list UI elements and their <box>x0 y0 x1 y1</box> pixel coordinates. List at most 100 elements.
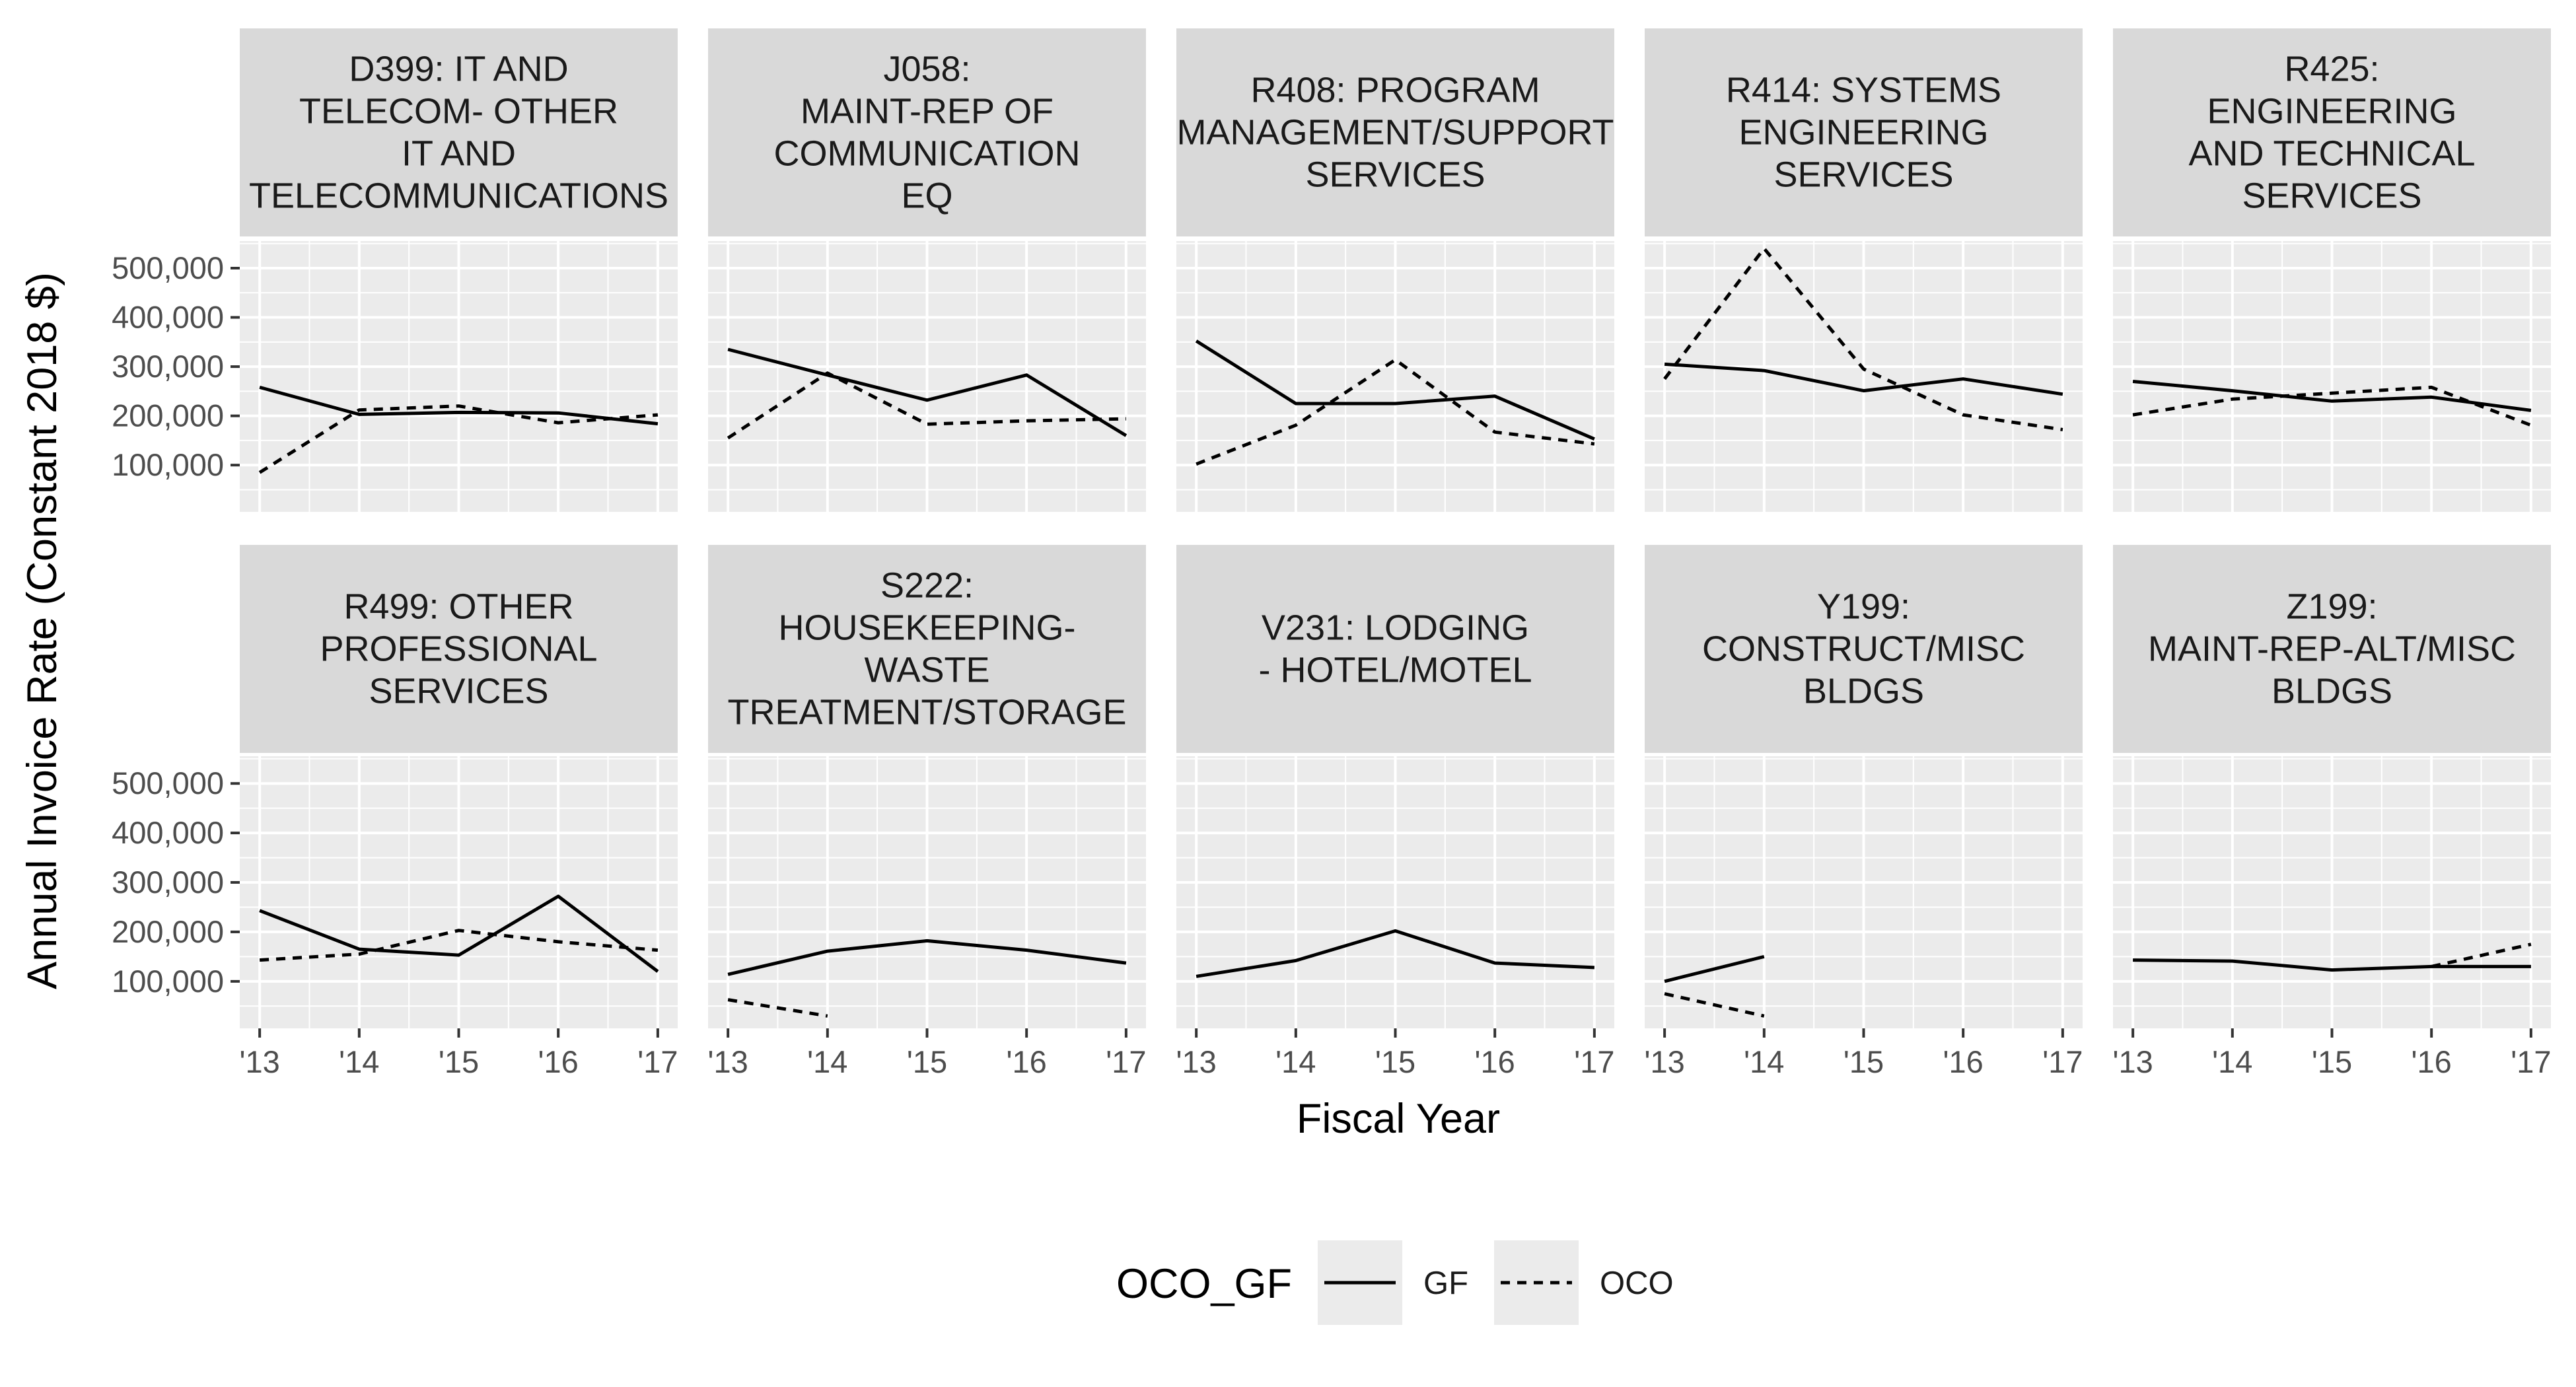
series-line-oco <box>727 998 828 1018</box>
x-tick-label: '15 <box>2312 1044 2352 1079</box>
facet-strip-title: TELECOMMUNICATIONS <box>249 176 668 216</box>
series-line-oco <box>258 404 659 474</box>
y-tick-label: 500,000 <box>112 250 224 285</box>
x-tick-label: '16 <box>538 1044 579 1079</box>
y-tick-label: 300,000 <box>112 349 224 384</box>
facet-strip-title: MAINT-REP OF <box>801 92 1054 131</box>
y-tick-label: 400,000 <box>112 815 224 850</box>
facet-strip <box>708 545 1146 753</box>
facet-strip-title: MAINT-REP-ALT/MISC <box>2148 629 2516 669</box>
facet-strip-title: TELECOM- OTHER <box>299 92 618 131</box>
facet-strip <box>240 28 678 236</box>
legend-item-oco: OCO <box>1494 1240 1674 1325</box>
x-tick-label: '13 <box>1645 1044 1685 1079</box>
facet-strip-title: Z199: <box>2286 587 2377 627</box>
facet-strip-title: R414: SYSTEMS <box>1726 71 2001 110</box>
x-tick-label: '14 <box>2212 1044 2252 1079</box>
x-tick-label: '17 <box>637 1044 678 1079</box>
series-line-gf <box>1664 954 1765 983</box>
x-tick-label: '13 <box>240 1044 280 1079</box>
series-line-gf <box>727 347 1127 437</box>
facet-strip-title: HOUSEKEEPING- <box>778 608 1075 648</box>
facet-strip <box>1176 28 1614 236</box>
series-line-gf <box>727 939 1127 976</box>
legend-label: OCO <box>1600 1265 1674 1301</box>
x-tick-label: '17 <box>2511 1044 2551 1079</box>
facet-strip-title: PROFESSIONAL <box>320 629 597 669</box>
x-tick-label: '13 <box>1176 1044 1217 1079</box>
y-tick-label: 100,000 <box>112 447 224 482</box>
facet-strip-title: IT AND <box>402 134 516 174</box>
y-tick-label: 500,000 <box>112 765 224 800</box>
x-tick-label: '15 <box>439 1044 479 1079</box>
facet-strip-title: ENGINEERING <box>2207 92 2456 131</box>
x-tick-label: '15 <box>907 1044 947 1079</box>
x-tick-label: '14 <box>1744 1044 1784 1079</box>
facet-panel: V231: LODGING- HOTEL/MOTEL <box>1176 545 1614 1028</box>
series-line-oco <box>1664 992 1765 1018</box>
facet-strip <box>1176 545 1614 753</box>
series-line-gf <box>1196 929 1595 978</box>
legend-title: OCO_GF <box>1116 1261 1292 1307</box>
series-line-gf <box>1664 362 2063 396</box>
facet-strip-title: SERVICES <box>369 672 548 711</box>
facet-strip-title: SERVICES <box>1305 155 1485 195</box>
x-tick-label: '17 <box>1106 1044 1146 1079</box>
facet-strip-title: R408: PROGRAM <box>1250 71 1540 110</box>
series-line-oco <box>1663 246 2063 431</box>
x-tick-label: '17 <box>2042 1044 2083 1079</box>
y-axis-title: Annual Invoice Rate (Constant 2018 $) <box>19 272 65 989</box>
series-line-gf <box>1195 339 1595 441</box>
x-tick-label: '15 <box>1375 1044 1415 1079</box>
x-tick-label: '15 <box>1843 1044 1884 1079</box>
x-axis-title: Fiscal Year <box>1297 1096 1500 1142</box>
y-tick-label: 400,000 <box>112 300 224 335</box>
facet-strip-title: R425: <box>2284 50 2379 89</box>
series-line-gf <box>259 385 659 426</box>
y-axes-layer: 100,000 200,000 300,000 400,000 500,000 100,0… <box>112 250 240 999</box>
x-tick-label: '16 <box>2412 1044 2452 1079</box>
series-line-oco <box>1196 358 1595 466</box>
x-tick-label: '17 <box>1574 1044 1614 1079</box>
facet-strip-title: - HOTEL/MOTEL <box>1258 651 1532 690</box>
y-tick-label: 200,000 <box>112 914 224 949</box>
facet-strip-title: Y199: <box>1817 587 1910 627</box>
facet-strip-title: ENGINEERING <box>1738 113 1988 153</box>
series-line-gf <box>2133 958 2531 972</box>
x-tick-label: '14 <box>807 1044 847 1079</box>
facet-strip-title: S222: <box>880 566 974 606</box>
x-tick-label: '16 <box>1943 1044 1984 1079</box>
facet-strip-title: J058: <box>883 50 970 89</box>
facet-strip-title: WASTE <box>864 651 989 690</box>
facet-strip-title: MANAGEMENT/SUPPORT <box>1176 113 1614 153</box>
series-line-oco <box>2132 385 2532 427</box>
facet-strip-title: CONSTRUCT/MISC <box>1702 629 2025 669</box>
legend-label: GF <box>1423 1265 1468 1301</box>
series-line-oco <box>727 371 1126 440</box>
facet-strip-title: BLDGS <box>2272 672 2392 711</box>
x-axes-layer: '13 '14 '15 '16 '17 '13 '14 '15 '16 '17 '13 '14 '15 '… <box>240 1028 2551 1079</box>
facet-strip <box>2113 545 2551 753</box>
x-tick-label: '16 <box>1007 1044 1047 1079</box>
facet-strip-title: SERVICES <box>1773 155 1953 195</box>
facet-strip <box>1645 545 2083 753</box>
y-tick-label: 200,000 <box>112 398 224 433</box>
legend: OCO_GF GF OCO <box>1116 1240 1674 1325</box>
facet-strip-title: SERVICES <box>2242 176 2421 216</box>
x-tick-label: '14 <box>339 1044 379 1079</box>
x-tick-label: '13 <box>2113 1044 2153 1079</box>
y-tick-label: 100,000 <box>112 964 224 999</box>
series-line-oco <box>259 929 659 962</box>
facet-strip <box>2113 28 2551 236</box>
facet-strip <box>1645 28 2083 236</box>
facet-strip <box>240 545 678 753</box>
